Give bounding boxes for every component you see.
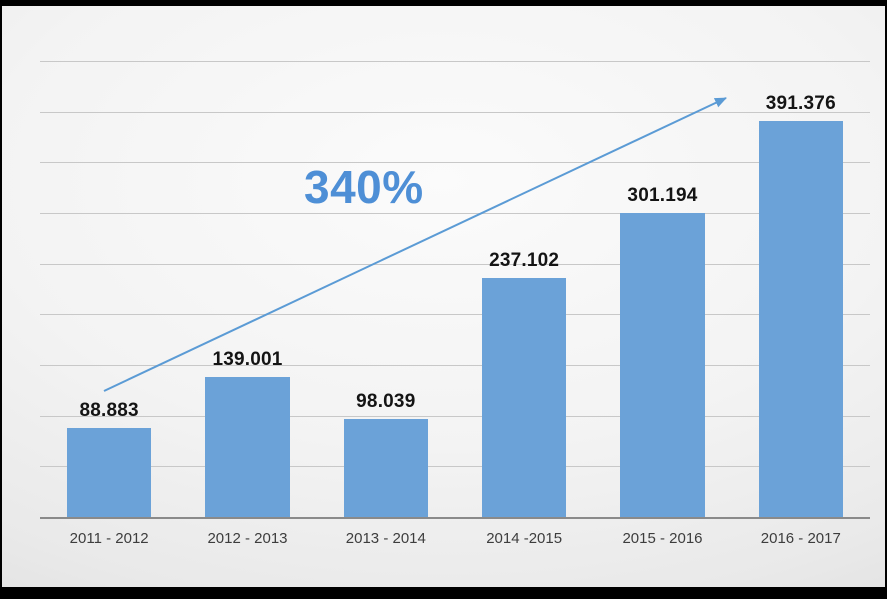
bar-value-label: 301.194 <box>627 184 698 206</box>
growth-annotation: 340% <box>304 161 424 213</box>
x-axis-label: 2013 - 2014 <box>345 530 426 547</box>
bar-value-label: 98.039 <box>356 390 416 412</box>
x-axis-line <box>40 517 870 519</box>
gridline <box>40 466 870 468</box>
x-axis-label: 2016 - 2017 <box>760 530 841 547</box>
bar-value-label: 88.883 <box>79 399 139 421</box>
chart-plot-area: 88.883 139.001 98.039 237.102 301.194 391.376… <box>40 61 870 519</box>
bar-column: 98.039 <box>317 62 455 518</box>
slide-background: 88.883 139.001 98.039 237.102 301.194 391.376… <box>2 6 885 587</box>
bar <box>758 121 843 518</box>
bar-column: 237.102 <box>455 62 593 518</box>
bar-value-label: 139.001 <box>212 349 283 371</box>
bar-column: 391.376 <box>732 62 870 518</box>
bar-column: 88.883 <box>40 62 178 518</box>
bar-value-label: 391.376 <box>765 93 836 115</box>
gridline <box>40 415 870 417</box>
bars-container: 88.883 139.001 98.039 237.102 301.194 391.376 <box>40 62 870 518</box>
bar-column: 301.194 <box>593 62 731 518</box>
x-axis-label: 2015 - 2016 <box>622 530 703 547</box>
x-axis-label: 2012 - 2013 <box>207 530 288 547</box>
bar <box>620 212 705 518</box>
x-axis-labels: 2011 - 2012 2012 - 2013 2013 - 2014 2014 -2… <box>40 530 870 547</box>
bar <box>205 377 290 518</box>
bar <box>343 418 428 518</box>
bar-column: 139.001 <box>178 62 316 518</box>
x-axis-label: 2014 -2015 <box>486 530 563 547</box>
bar-value-label: 237.102 <box>489 249 560 271</box>
gridline <box>40 61 870 62</box>
bar <box>481 277 567 518</box>
x-axis-label: 2011 - 2012 <box>69 530 149 547</box>
bar <box>66 427 152 518</box>
